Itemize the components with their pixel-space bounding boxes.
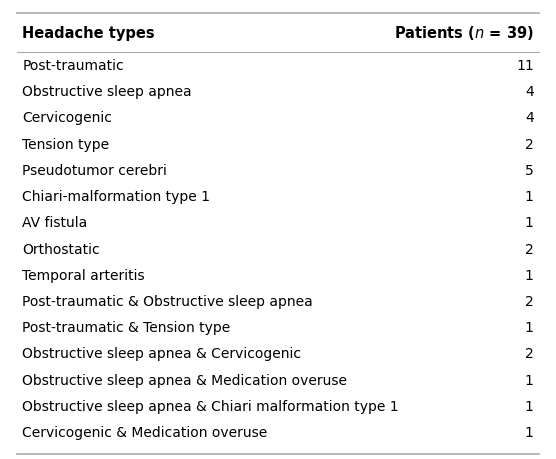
Text: Post-traumatic & Tension type: Post-traumatic & Tension type <box>22 320 231 335</box>
Text: Cervicogenic: Cervicogenic <box>22 111 112 125</box>
Text: Cervicogenic & Medication overuse: Cervicogenic & Medication overuse <box>22 425 267 439</box>
Text: 2: 2 <box>525 137 534 151</box>
Text: Pseudotumor cerebri: Pseudotumor cerebri <box>22 163 167 178</box>
Text: Chiari-malformation type 1: Chiari-malformation type 1 <box>22 190 210 204</box>
Text: 1: 1 <box>525 425 534 439</box>
Text: 4: 4 <box>525 85 534 99</box>
Text: Obstructive sleep apnea & Chiari malformation type 1: Obstructive sleep apnea & Chiari malform… <box>22 399 399 413</box>
Text: Patients ($\it{n}$ = 39): Patients ($\it{n}$ = 39) <box>394 24 534 42</box>
Text: 2: 2 <box>525 294 534 308</box>
Text: 2: 2 <box>525 242 534 256</box>
Text: 1: 1 <box>525 320 534 335</box>
Text: Obstructive sleep apnea: Obstructive sleep apnea <box>22 85 192 99</box>
Text: 11: 11 <box>516 59 534 73</box>
Text: AV fistula: AV fistula <box>22 216 87 230</box>
Text: Orthostatic: Orthostatic <box>22 242 100 256</box>
Text: 4: 4 <box>525 111 534 125</box>
Text: Headache types: Headache types <box>22 26 155 41</box>
Text: Temporal arteritis: Temporal arteritis <box>22 268 145 282</box>
Text: Post-traumatic & Obstructive sleep apnea: Post-traumatic & Obstructive sleep apnea <box>22 294 313 308</box>
Text: 1: 1 <box>525 373 534 387</box>
Text: Tension type: Tension type <box>22 137 110 151</box>
Text: Obstructive sleep apnea & Cervicogenic: Obstructive sleep apnea & Cervicogenic <box>22 347 301 361</box>
Text: 1: 1 <box>525 216 534 230</box>
Text: 1: 1 <box>525 399 534 413</box>
Text: 1: 1 <box>525 190 534 204</box>
Text: Obstructive sleep apnea & Medication overuse: Obstructive sleep apnea & Medication ove… <box>22 373 348 387</box>
Text: 5: 5 <box>525 163 534 178</box>
Text: 1: 1 <box>525 268 534 282</box>
Text: 2: 2 <box>525 347 534 361</box>
Text: Post-traumatic: Post-traumatic <box>22 59 124 73</box>
